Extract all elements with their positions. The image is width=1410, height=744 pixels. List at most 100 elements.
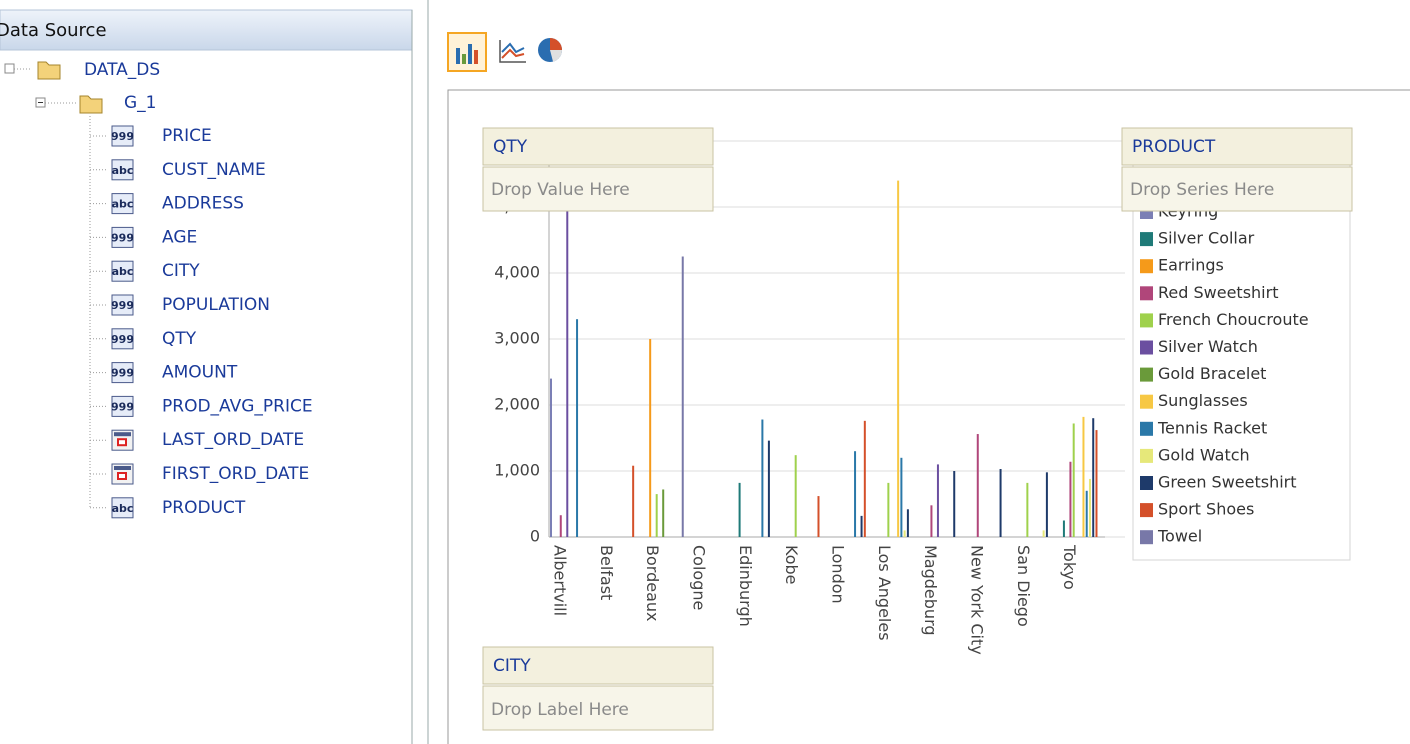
drop-zone-hint-box[interactable] xyxy=(482,685,714,731)
value-drop-zone[interactable]: QTY Drop Value Here xyxy=(482,127,714,212)
bar xyxy=(1088,478,1091,537)
bar xyxy=(1062,520,1065,537)
tree-node-label: DATA_DS xyxy=(84,60,160,80)
icon xyxy=(499,40,526,63)
legend-swatch xyxy=(1140,503,1153,518)
drop-zone-hint: Drop Label Here xyxy=(491,700,629,720)
line-chart-button[interactable] xyxy=(496,36,528,68)
bar xyxy=(953,471,956,537)
bar xyxy=(649,339,652,537)
field-label: AGE xyxy=(162,227,197,247)
field-icon-text: 999 xyxy=(111,367,134,380)
legend-swatch xyxy=(1140,530,1153,545)
toolbar xyxy=(447,32,562,72)
legend-label: Green Sweetshirt xyxy=(1158,473,1297,492)
drop-zone-title-box[interactable] xyxy=(482,646,714,685)
x-tick-label: Magdeburg xyxy=(921,545,940,636)
bar xyxy=(906,509,909,537)
field-icon xyxy=(111,362,134,384)
legend-swatch xyxy=(1140,367,1153,382)
field-icon xyxy=(111,497,134,519)
panel-header xyxy=(0,9,413,51)
legend-label: Gold Watch xyxy=(1158,445,1250,464)
series-drop-zone[interactable]: PRODUCT Drop Series Here xyxy=(1121,127,1353,212)
bar xyxy=(900,457,903,537)
bar xyxy=(1072,423,1075,537)
field-icon-text: 999 xyxy=(111,400,134,413)
field-icon-text: abc xyxy=(112,198,134,211)
x-tick-label: New York City xyxy=(968,545,987,655)
bar xyxy=(761,419,764,537)
bar xyxy=(655,494,658,537)
drop-zone-hint-box[interactable] xyxy=(482,166,714,212)
bar xyxy=(632,465,635,537)
field-label: CITY xyxy=(162,261,200,281)
field-icon-text: 999 xyxy=(111,130,134,143)
legend-swatch xyxy=(1140,340,1153,355)
bar-chart-button[interactable] xyxy=(447,32,487,72)
field-label: PRODUCT xyxy=(162,498,246,518)
drop-zone-hint-box[interactable] xyxy=(1121,166,1353,212)
icon xyxy=(462,54,466,64)
bar xyxy=(976,434,979,537)
y-tick-label: 4,000 xyxy=(494,263,540,282)
legend-swatch xyxy=(1140,448,1153,463)
icon xyxy=(501,42,525,54)
drop-zone-title: QTY xyxy=(493,137,528,157)
panel-title: Data Source xyxy=(0,20,107,41)
bar xyxy=(999,469,1002,537)
field-label: POPULATION xyxy=(162,295,270,315)
icon xyxy=(550,50,562,62)
bar xyxy=(887,482,890,537)
label-drop-zone[interactable]: CITY Drop Label Here xyxy=(482,646,714,731)
bar xyxy=(559,515,562,537)
folder-icon xyxy=(79,95,103,114)
y-tick-label: 1,000 xyxy=(494,461,540,480)
folder-icon xyxy=(37,61,61,80)
drop-zone-title-box[interactable] xyxy=(482,127,714,166)
field-icon xyxy=(111,159,134,181)
legend-swatch xyxy=(1140,421,1153,436)
drop-zone-title-box[interactable] xyxy=(1121,127,1353,166)
field-icon-text: 999 xyxy=(111,231,134,244)
bar xyxy=(1092,418,1095,537)
drop-zone-title: CITY xyxy=(493,656,531,676)
field-label: QTY xyxy=(162,329,197,349)
bar xyxy=(1085,490,1088,537)
bar xyxy=(817,496,820,537)
legend-label: Sunglasses xyxy=(1158,391,1248,410)
legend-label: Towel xyxy=(1157,527,1202,546)
legend-swatch xyxy=(1140,286,1153,301)
expander xyxy=(4,63,15,74)
x-tick-label: Belfast xyxy=(597,545,616,600)
legend-swatch xyxy=(1140,259,1153,274)
bar xyxy=(566,210,569,538)
x-tick-label: Edinburgh xyxy=(736,545,755,627)
calendar-day xyxy=(117,472,127,480)
calendar-top xyxy=(114,432,131,437)
legend-swatch xyxy=(1140,313,1153,328)
bar xyxy=(1026,482,1029,537)
x-tick-label: Bordeaux xyxy=(643,545,662,621)
field-icon xyxy=(111,328,134,350)
legend-label: Tennis Racket xyxy=(1157,418,1267,437)
legend-label: Red Sweetshirt xyxy=(1158,283,1278,302)
bar xyxy=(681,256,684,537)
legend-label: Sport Shoes xyxy=(1158,500,1254,519)
pie-chart-button[interactable] xyxy=(538,38,562,62)
bar xyxy=(1069,461,1072,537)
bar xyxy=(930,505,933,537)
drop-zone-hint: Drop Value Here xyxy=(491,180,630,200)
icon xyxy=(474,50,478,64)
bar xyxy=(794,455,797,537)
bar xyxy=(863,420,866,537)
field-icon xyxy=(111,260,134,282)
bar xyxy=(897,180,900,537)
field-icon-text: 999 xyxy=(111,299,134,312)
field-icon xyxy=(111,193,134,215)
field-icon-text: abc xyxy=(112,164,134,177)
legend-swatch xyxy=(1140,476,1153,490)
legend-swatch xyxy=(1140,232,1153,247)
